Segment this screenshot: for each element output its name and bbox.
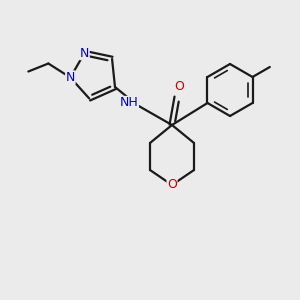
Text: O: O	[167, 178, 177, 191]
Text: NH: NH	[120, 97, 138, 110]
Text: N: N	[80, 46, 89, 60]
Text: N: N	[66, 71, 75, 84]
Text: O: O	[174, 80, 184, 94]
